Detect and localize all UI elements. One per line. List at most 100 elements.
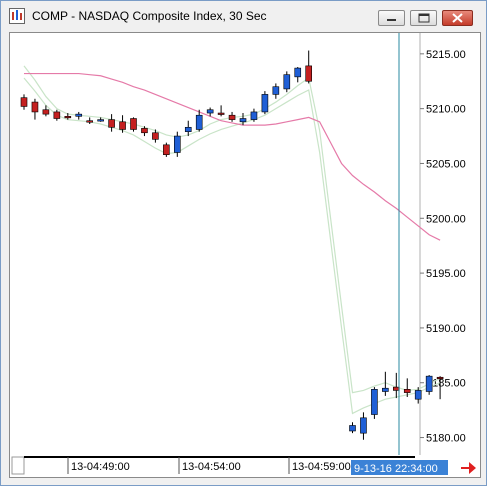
candle-body <box>228 114 236 120</box>
cursor-time-badge <box>351 460 448 475</box>
candle[interactable] <box>239 113 247 126</box>
candle[interactable] <box>261 91 269 115</box>
candle[interactable] <box>141 126 148 137</box>
close-icon <box>452 13 463 23</box>
candle[interactable] <box>119 115 126 133</box>
time-label: 13-04:49:00 <box>71 461 130 473</box>
scroll-right-arrow-icon[interactable] <box>461 462 476 474</box>
candle-body <box>141 128 148 134</box>
candle[interactable] <box>31 98 39 120</box>
candle-body <box>163 144 170 155</box>
candle-body <box>97 119 104 122</box>
candle-body <box>403 389 411 393</box>
candle[interactable] <box>228 111 236 122</box>
candle-body <box>53 111 61 119</box>
candle[interactable] <box>283 71 291 93</box>
maximize-button[interactable] <box>410 10 437 26</box>
candle[interactable] <box>53 109 61 121</box>
candle-body <box>42 109 50 115</box>
price-label: 5215.00 <box>426 49 466 61</box>
time-label: 13-04:59:00 <box>292 461 351 473</box>
cursor-time-label: 9-13-16 22:34:00 <box>354 463 438 475</box>
candle[interactable] <box>20 94 28 110</box>
candle-body <box>360 417 367 434</box>
price-label: 5200.00 <box>426 213 466 225</box>
candle[interactable] <box>108 114 115 132</box>
candle-body <box>261 94 269 113</box>
candle[interactable] <box>371 387 378 419</box>
candle[interactable] <box>436 376 444 400</box>
candle[interactable] <box>163 142 170 157</box>
minimize-icon <box>387 19 396 21</box>
candle-body <box>392 386 400 391</box>
time-axis: 13-04:49:00 13-04:54:00 13-04:59:00 9-13… <box>10 455 480 477</box>
candle-body <box>349 425 356 432</box>
candle[interactable] <box>42 105 50 117</box>
candle[interactable] <box>272 83 280 99</box>
title-bar[interactable]: COMP - NASDAQ Composite Index, 30 Sec <box>1 1 486 31</box>
ma-slow-line <box>24 72 441 241</box>
candle[interactable] <box>250 108 258 122</box>
axis-scroll-box[interactable] <box>11 456 25 475</box>
candle[interactable] <box>64 113 72 120</box>
minimize-button[interactable] <box>378 10 405 26</box>
candle[interactable] <box>174 131 181 157</box>
maximize-icon <box>418 13 430 23</box>
candle-body <box>217 112 225 115</box>
candle-body <box>239 118 247 123</box>
price-label: 5210.00 <box>426 104 466 116</box>
candle[interactable] <box>360 412 367 440</box>
candle-body <box>283 74 291 90</box>
candle-body <box>152 132 159 140</box>
candle[interactable] <box>97 117 104 122</box>
candle-body <box>86 120 93 123</box>
price-label: 5205.00 <box>426 158 466 170</box>
candle[interactable] <box>392 372 400 399</box>
candle[interactable] <box>403 378 411 397</box>
window-title: COMP - NASDAQ Composite Index, 30 Sec <box>32 9 267 23</box>
price-label: 5195.00 <box>426 268 466 280</box>
candle-body <box>294 67 302 78</box>
candle-body <box>425 375 433 392</box>
candle[interactable] <box>382 371 389 396</box>
candle[interactable] <box>206 107 214 117</box>
candle-body <box>414 390 422 400</box>
candle[interactable] <box>184 120 192 137</box>
candle-body <box>436 376 444 380</box>
candle-body <box>174 135 181 153</box>
candle-body <box>250 111 258 120</box>
price-label: 5190.00 <box>426 323 466 335</box>
candle[interactable] <box>294 66 302 83</box>
chart-area[interactable]: 5215.00 5210.00 5205.00 5200.00 5195.00 5190.… <box>9 32 481 478</box>
chart-app-icon <box>9 8 25 24</box>
candle-body <box>75 113 83 117</box>
candle[interactable] <box>217 105 225 117</box>
candle[interactable] <box>414 387 422 404</box>
candle[interactable] <box>86 117 93 124</box>
ma-band-lower-line <box>23 77 441 415</box>
candle-body <box>31 101 39 113</box>
candle[interactable] <box>305 50 313 84</box>
price-label: 5180.00 <box>426 433 466 445</box>
candle[interactable] <box>130 117 137 132</box>
candle-body <box>20 97 28 107</box>
candle-body <box>130 118 137 130</box>
candle-body <box>206 109 214 114</box>
time-label: 13-04:54:00 <box>182 461 241 473</box>
candle-body <box>272 86 280 95</box>
candle-body <box>184 126 192 132</box>
candle-body <box>108 119 115 128</box>
candle[interactable] <box>425 375 433 395</box>
candle-body <box>119 121 126 130</box>
candle[interactable] <box>75 111 83 120</box>
candle-body <box>371 389 378 415</box>
price-chart[interactable]: 5215.00 5210.00 5205.00 5200.00 5195.00 5190.… <box>10 33 480 477</box>
candle-body <box>382 387 389 392</box>
close-button[interactable] <box>442 10 473 26</box>
candle[interactable] <box>152 129 159 143</box>
candle[interactable] <box>195 109 203 132</box>
candle-body <box>64 116 72 119</box>
candle-body <box>305 65 313 82</box>
candle[interactable] <box>349 422 356 434</box>
